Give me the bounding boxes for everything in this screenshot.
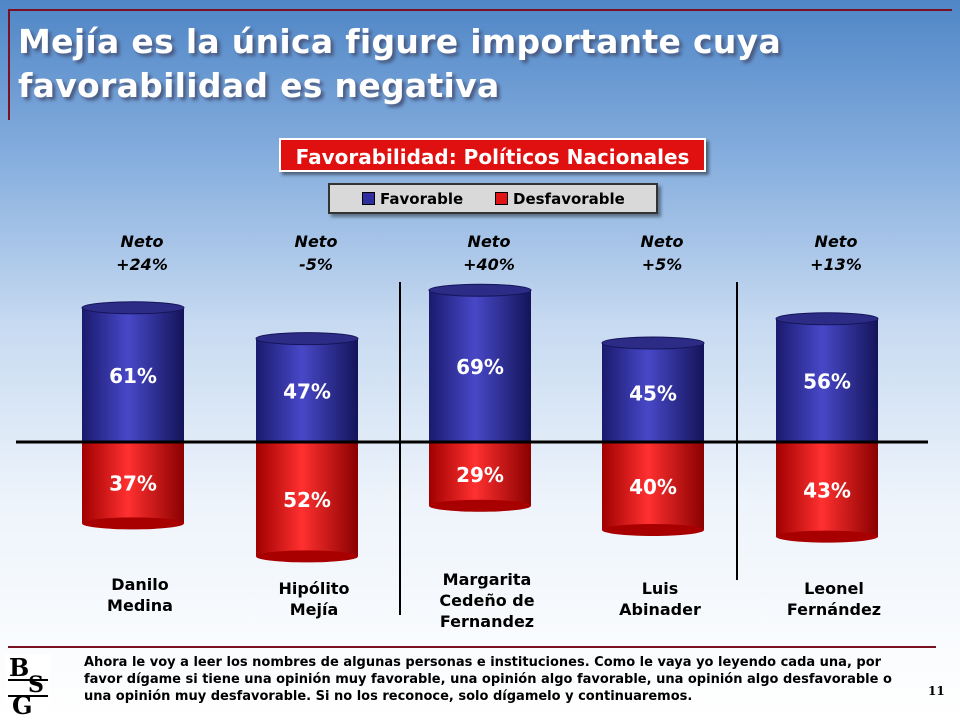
bar-favorable-top-3 bbox=[428, 283, 532, 297]
bar-group-5: 56% 43% Neto +13% Leonel Fernández bbox=[775, 232, 881, 619]
svg-text:G: G bbox=[12, 691, 33, 716]
chart-title: Favorabilidad: Políticos Nacionales bbox=[279, 138, 706, 172]
survey-question-footnote: Ahora le voy a leer los nombres de algun… bbox=[84, 655, 892, 704]
favorable-value-label-1: 61% bbox=[109, 364, 157, 388]
bar-group-2: 47% 52% Neto -5% Hipólito Mejía bbox=[255, 232, 359, 619]
chart-legend: Favorable Desfavorable bbox=[328, 183, 658, 214]
category-label-5-line-1: Leonel bbox=[804, 579, 864, 598]
category-label-2-line-1: Hipólito bbox=[279, 579, 350, 598]
neto-label-5: Neto bbox=[815, 232, 858, 251]
neto-value-2: -5% bbox=[299, 255, 333, 274]
bar-desfavorable-4 bbox=[602, 442, 704, 530]
favorable-value-label-2: 47% bbox=[283, 379, 331, 403]
bar-desfavorable-bottom-4 bbox=[602, 524, 704, 536]
bar-group-1: 61% 37% Neto +24% Danilo Medina bbox=[81, 232, 185, 615]
bsg-logo: B S G bbox=[6, 654, 50, 716]
neto-label-1: Neto bbox=[121, 232, 164, 251]
category-label-3-line-1: Margarita bbox=[443, 570, 532, 589]
page-number: 11 bbox=[928, 684, 945, 698]
svg-text:B: B bbox=[9, 654, 29, 682]
page-title: Mejía es la única figure importante cuya… bbox=[18, 22, 782, 105]
desfavorable-value-label-5: 43% bbox=[803, 478, 851, 502]
bar-desfavorable-bottom-2 bbox=[256, 550, 358, 563]
category-label-4-line-1: Luis bbox=[642, 579, 679, 598]
bar-favorable-top-1 bbox=[81, 301, 185, 315]
neto-value-5: +13% bbox=[810, 255, 862, 274]
category-label-1-line-2: Medina bbox=[107, 596, 173, 615]
bar-favorable-top-4 bbox=[601, 336, 705, 350]
favorable-value-label-5: 56% bbox=[803, 369, 851, 393]
category-label-3-line-3: Fernandez bbox=[440, 612, 534, 631]
legend-swatch-desfavorable bbox=[495, 192, 508, 205]
top-rule bbox=[8, 9, 952, 11]
bar-favorable-2 bbox=[256, 338, 358, 442]
category-label-1-line-1: Danilo bbox=[111, 575, 168, 594]
svg-text:S: S bbox=[28, 672, 44, 698]
bar-desfavorable-bottom-5 bbox=[776, 530, 878, 543]
bar-favorable-5 bbox=[776, 318, 878, 442]
legend-swatch-favorable bbox=[362, 192, 375, 205]
title-rule bbox=[8, 10, 10, 120]
neto-value-4: +5% bbox=[642, 255, 683, 274]
bar-favorable-4 bbox=[602, 343, 704, 442]
bar-favorable-top-5 bbox=[775, 312, 879, 326]
bar-desfavorable-bottom-1 bbox=[82, 517, 184, 530]
category-label-4-line-2: Abinader bbox=[619, 600, 701, 619]
legend-label-favorable: Favorable bbox=[380, 190, 464, 208]
favorable-value-label-4: 45% bbox=[629, 382, 677, 406]
bar-desfavorable-1 bbox=[82, 442, 184, 524]
footer-rule bbox=[8, 646, 936, 648]
bar-group-3: 69% 29% Neto +40% Margarita Cedeño de Fernande… bbox=[428, 232, 535, 631]
bar-desfavorable-3 bbox=[429, 442, 531, 506]
neto-label-2: Neto bbox=[295, 232, 338, 251]
desfavorable-value-label-1: 37% bbox=[109, 472, 157, 496]
neto-label-3: Neto bbox=[468, 232, 511, 251]
category-label-2-line-2: Mejía bbox=[290, 600, 339, 619]
legend-item-favorable: Favorable bbox=[362, 190, 463, 208]
bar-group-4: 45% 40% Neto +5% Luis Abinader bbox=[601, 232, 705, 619]
bar-favorable-top-2 bbox=[255, 332, 359, 346]
bar-favorable-3 bbox=[429, 290, 531, 442]
bar-desfavorable-5 bbox=[776, 442, 878, 537]
neto-label-4: Neto bbox=[641, 232, 684, 251]
bar-desfavorable-2 bbox=[256, 442, 358, 557]
legend-label-desfavorable: Desfavorable bbox=[513, 190, 625, 208]
bar-desfavorable-bottom-3 bbox=[429, 499, 531, 512]
category-label-5-line-2: Fernández bbox=[787, 600, 881, 619]
category-label-3-line-2: Cedeño de bbox=[439, 591, 534, 610]
desfavorable-value-label-2: 52% bbox=[283, 488, 331, 512]
desfavorable-value-label-4: 40% bbox=[629, 475, 677, 499]
desfavorable-value-label-3: 29% bbox=[456, 463, 504, 487]
legend-item-desfavorable: Desfavorable bbox=[495, 190, 625, 208]
bar-favorable-1 bbox=[82, 307, 184, 442]
neto-value-1: +24% bbox=[116, 255, 168, 274]
neto-value-3: +40% bbox=[463, 255, 515, 274]
favorable-value-label-3: 69% bbox=[456, 355, 504, 379]
